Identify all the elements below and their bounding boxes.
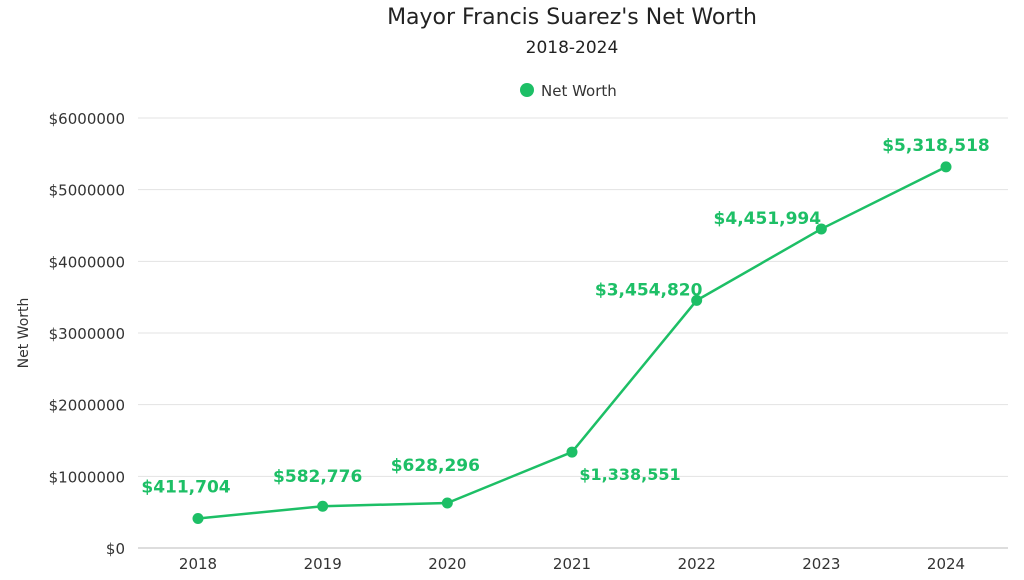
y-axis-label: Net Worth xyxy=(16,298,32,369)
data-label: $3,454,820 xyxy=(595,280,703,300)
legend: Net Worth xyxy=(520,82,617,100)
data-point xyxy=(815,223,827,235)
legend-label: Net Worth xyxy=(541,82,617,100)
y-tick-label: $3000000 xyxy=(49,325,125,343)
data-point xyxy=(566,446,578,458)
x-tick-label: 2018 xyxy=(179,555,217,573)
y-tick-label: $1000000 xyxy=(49,468,125,486)
y-tick-label: $0 xyxy=(106,540,125,558)
x-tick-label: 2024 xyxy=(927,555,965,573)
series-line xyxy=(197,165,947,520)
x-tick-label: 2022 xyxy=(678,555,716,573)
data-label: $582,776 xyxy=(273,467,362,487)
data-point xyxy=(940,161,952,173)
y-tick-label: $6000000 xyxy=(49,110,125,128)
data-label: $4,451,994 xyxy=(714,209,822,229)
data-point xyxy=(317,500,329,512)
legend-marker xyxy=(520,83,534,97)
y-tick-label: $2000000 xyxy=(49,397,125,415)
data-point xyxy=(441,497,453,509)
data-point xyxy=(691,294,703,306)
chart-subtitle: 2018-2024 xyxy=(526,38,619,58)
y-tick-label: $4000000 xyxy=(49,253,125,271)
data-point xyxy=(192,512,204,524)
y-tick-label: $5000000 xyxy=(49,182,125,200)
x-tick-label: 2019 xyxy=(304,555,342,573)
data-label: $1,338,551 xyxy=(579,465,680,484)
data-label: $628,296 xyxy=(391,456,480,476)
x-tick-label: 2020 xyxy=(428,555,466,573)
chart-title: Mayor Francis Suarez's Net Worth xyxy=(387,5,757,30)
data-label: $5,318,518 xyxy=(882,136,990,156)
x-tick-label: 2021 xyxy=(553,555,591,573)
x-tick-label: 2023 xyxy=(802,555,840,573)
data-label: $411,704 xyxy=(141,477,230,497)
